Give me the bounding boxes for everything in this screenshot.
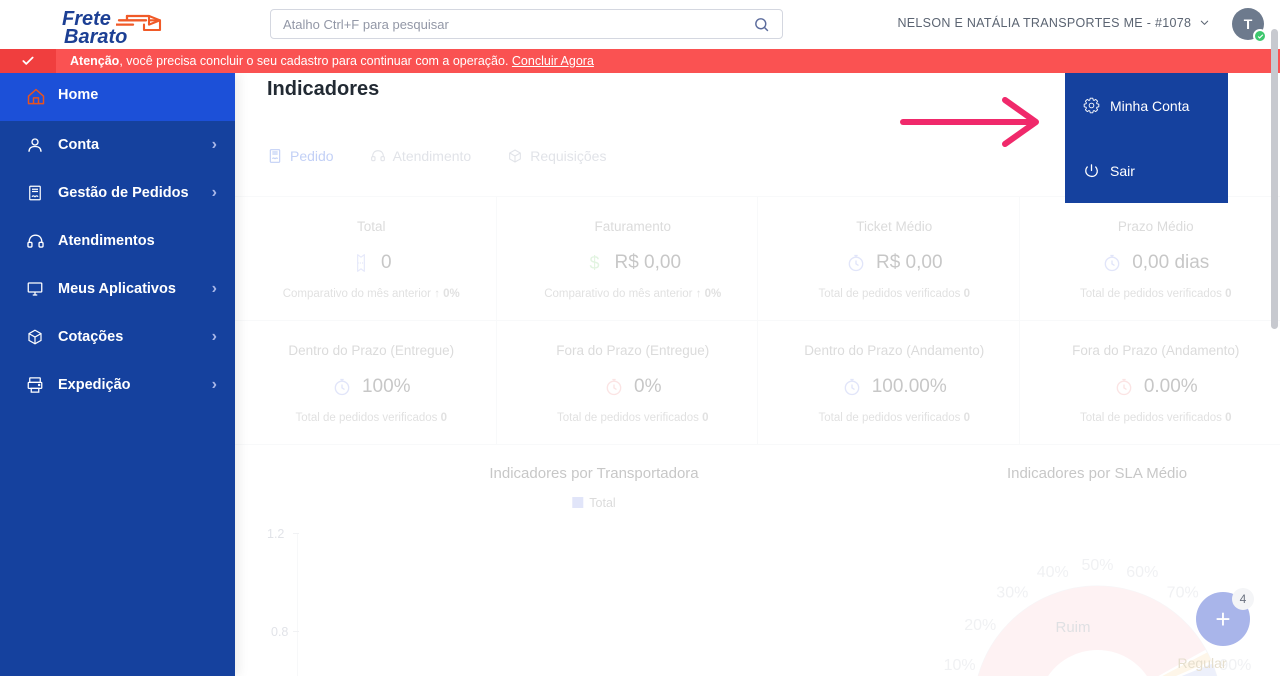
svg-text:20%: 20% (964, 617, 996, 634)
svg-text:50%: 50% (1081, 557, 1113, 574)
svg-text:30%: 30% (996, 585, 1028, 602)
svg-text:60%: 60% (1126, 564, 1158, 581)
svg-text:Regular: Regular (1177, 655, 1226, 671)
svg-text:70%: 70% (1166, 585, 1198, 602)
svg-text:Ruim: Ruim (1055, 619, 1090, 636)
svg-text:10%: 10% (943, 657, 975, 674)
svg-text:40%: 40% (1036, 564, 1068, 581)
